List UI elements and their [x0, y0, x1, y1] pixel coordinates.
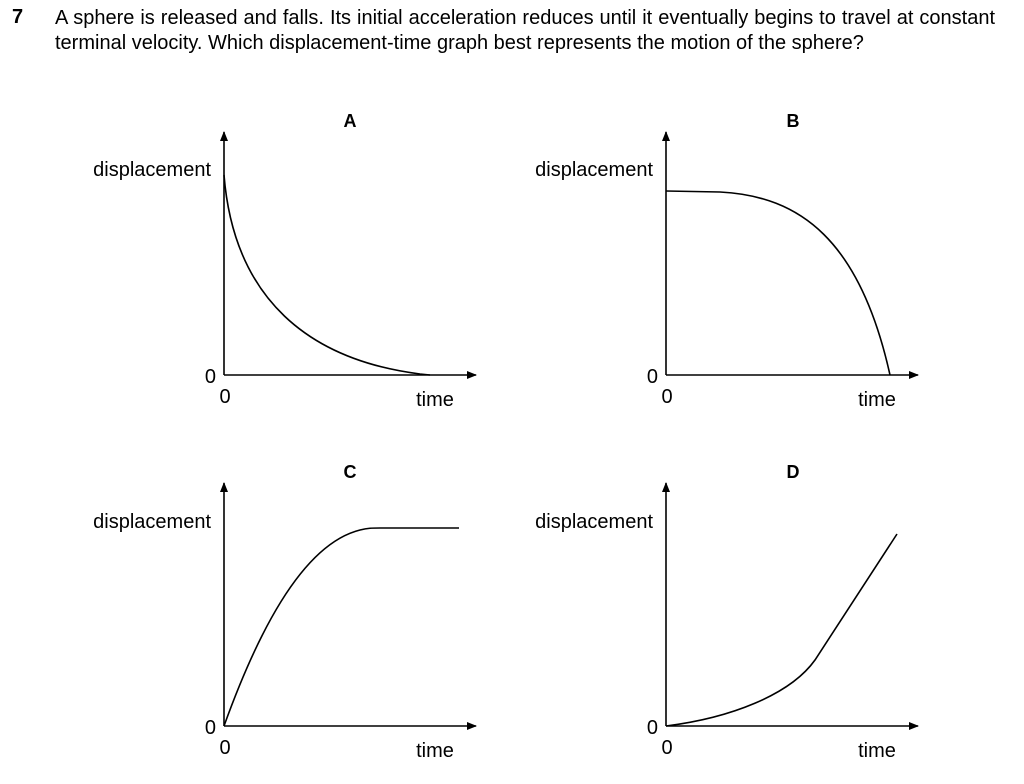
- x-axis-label-b: time: [858, 389, 896, 411]
- graph-option-b[interactable]: B displacement 0 0 time: [535, 111, 919, 411]
- x-origin-label-d: 0: [661, 737, 672, 759]
- x-axis-label-c: time: [416, 740, 454, 762]
- y-axis-label-c: displacement: [93, 511, 211, 533]
- option-letter-d: D: [787, 462, 800, 482]
- option-letter-b: B: [787, 111, 800, 131]
- curve-a: [223, 174, 431, 376]
- question-text: A sphere is released and falls. Its init…: [55, 6, 995, 56]
- graph-option-c[interactable]: C displacement 0 0 time: [93, 462, 477, 762]
- question-text-body: A sphere is released and falls. Its init…: [55, 7, 995, 54]
- y-axis-label-a: displacement: [93, 159, 211, 181]
- x-axis-label-a: time: [416, 389, 454, 411]
- curve-d: [665, 533, 898, 727]
- y-origin-label-b: 0: [647, 366, 658, 388]
- y-origin-label-c: 0: [205, 717, 216, 739]
- option-letter-c: C: [344, 462, 357, 482]
- option-letter-a: A: [344, 111, 357, 131]
- graph-option-d[interactable]: D displacement 0 0 time: [535, 462, 919, 762]
- y-origin-label-d: 0: [647, 717, 658, 739]
- y-origin-label-a: 0: [205, 366, 216, 388]
- x-origin-label-a: 0: [219, 386, 230, 408]
- x-origin-label-c: 0: [219, 737, 230, 759]
- x-origin-label-b: 0: [661, 386, 672, 408]
- x-axis-label-d: time: [858, 740, 896, 762]
- graph-option-a[interactable]: A displacement 0 0 time: [93, 111, 477, 411]
- curve-c: [223, 527, 459, 727]
- y-axis-label-d: displacement: [535, 511, 653, 533]
- y-axis-label-b: displacement: [535, 159, 653, 181]
- curve-b: [665, 190, 891, 376]
- question-number: 7: [12, 6, 24, 28]
